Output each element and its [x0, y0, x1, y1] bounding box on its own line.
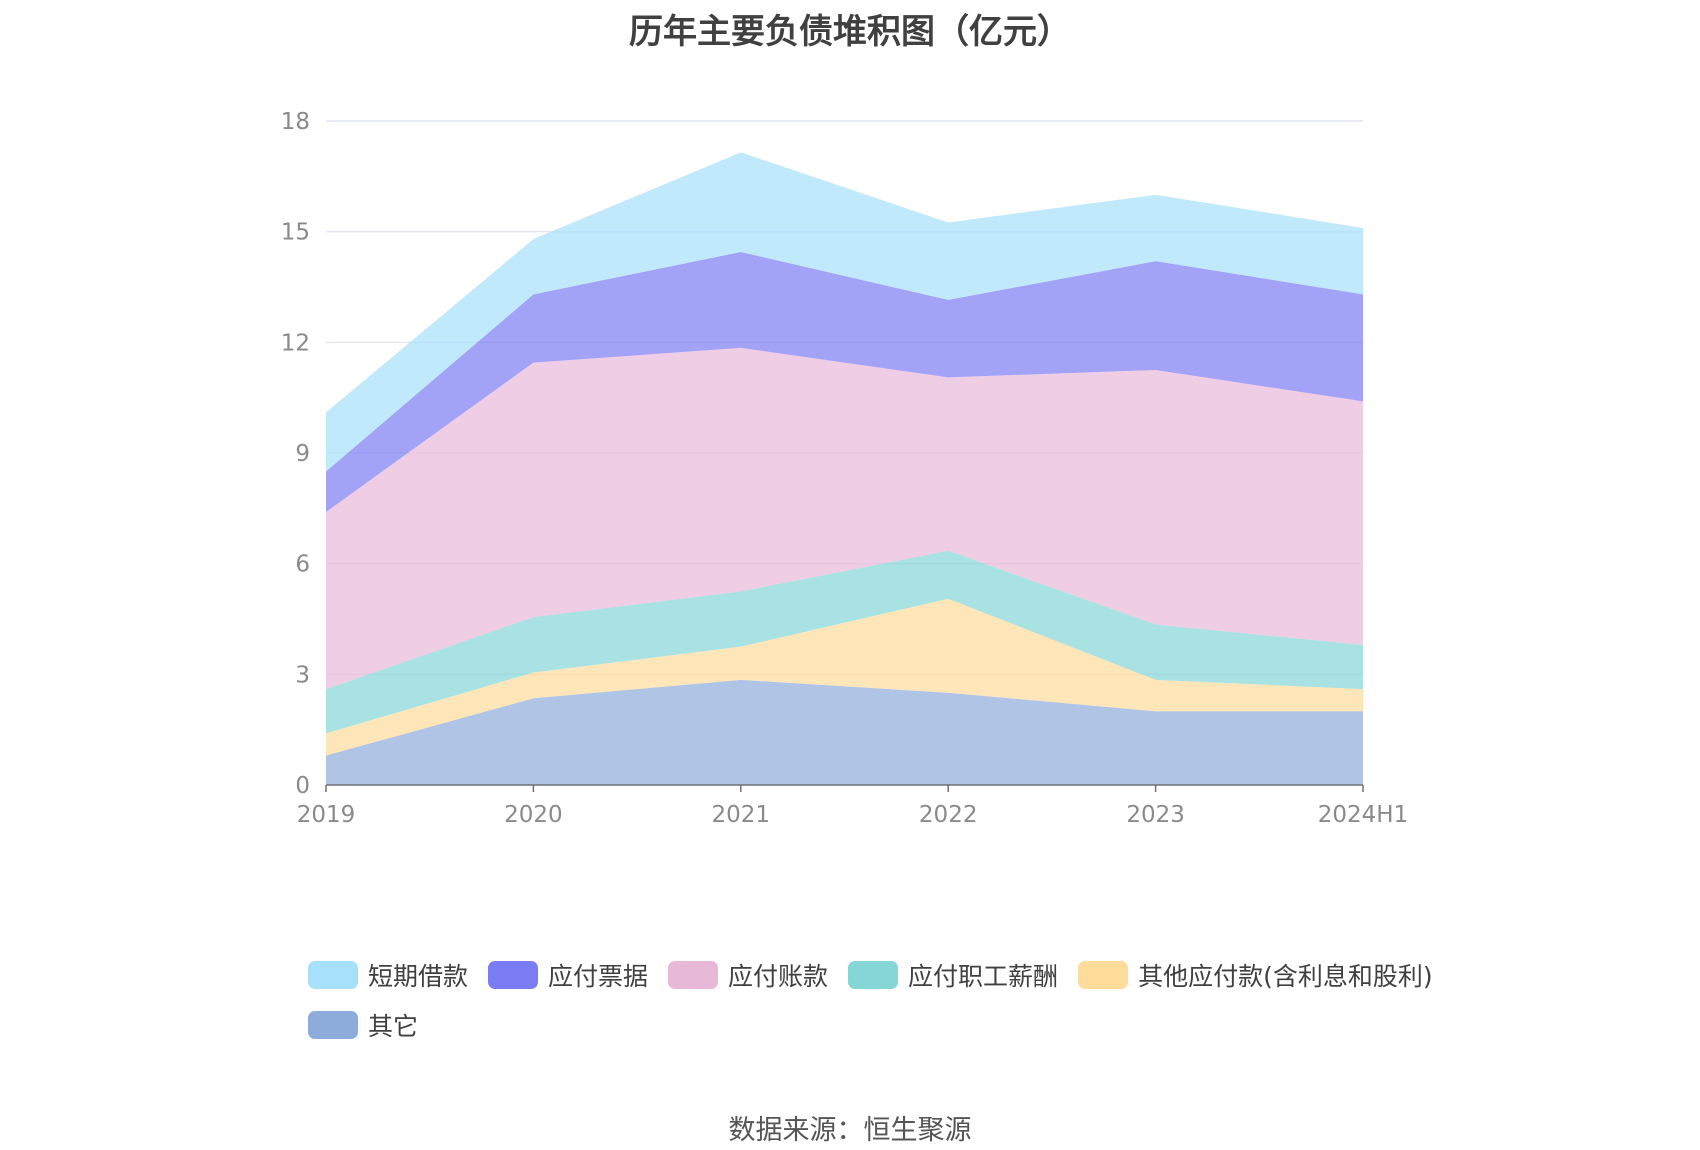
area-series — [326, 152, 1363, 785]
data-source: 数据来源：恒生聚源 — [728, 1115, 972, 1146]
legend-item[interactable]: 其它 — [308, 1000, 418, 1050]
x-tick-label: 2022 — [919, 802, 978, 828]
y-tick-label: 3 — [295, 662, 310, 688]
y-tick-label: 15 — [281, 220, 310, 246]
legend-swatch — [308, 1011, 358, 1039]
legend-swatch — [848, 961, 899, 989]
y-tick-label: 6 — [295, 552, 310, 578]
legend-label: 短期借款 — [368, 962, 469, 991]
y-tick-label: 18 — [281, 109, 310, 135]
chart-title: 历年主要负债堆积图（亿元） — [629, 12, 1071, 52]
legend-label: 应付票据 — [548, 962, 649, 991]
legend-label: 其它 — [368, 1012, 419, 1041]
y-tick-label: 0 — [295, 773, 310, 799]
x-tick-label: 2020 — [504, 802, 563, 828]
legend: 短期借款 应付票据 应付账款 应付职工薪酬 其他应付款(含利息和股利) 其它 — [308, 950, 1458, 1050]
legend-item[interactable]: 短期借款 — [308, 950, 468, 1000]
x-tick-label: 2019 — [297, 802, 356, 828]
x-tick-label: 2021 — [712, 802, 771, 828]
area-series-0 — [326, 679, 1363, 785]
axes: 0 3 6 9 12 15 18 2019 2020 2021 2022 2023 2024H1 — [281, 109, 1409, 828]
area-series-5 — [326, 152, 1363, 472]
legend-item[interactable]: 应付账款 — [668, 950, 828, 1000]
legend-swatch — [1078, 961, 1129, 989]
area-series-4 — [326, 251, 1363, 513]
legend-swatch — [668, 961, 719, 989]
x-tick-label: 2023 — [1126, 802, 1185, 828]
stacked-area-chart: 0 3 6 9 12 15 18 2019 2020 2021 2022 2023 2024H1 — [281, 109, 1409, 828]
y-tick-label: 12 — [281, 330, 310, 356]
legend-label: 应付账款 — [728, 962, 829, 991]
legend-item[interactable]: 应付票据 — [488, 950, 648, 1000]
legend-item[interactable]: 应付职工薪酬 — [848, 950, 1058, 1000]
x-tick-label: 2024H1 — [1318, 802, 1408, 828]
legend-swatch — [308, 961, 358, 989]
area-series-3 — [326, 347, 1363, 690]
legend-label: 其他应付款(含利息和股利) — [1138, 962, 1433, 991]
legend-item[interactable]: 其他应付款(含利息和股利) — [1078, 950, 1433, 1000]
legend-label: 应付职工薪酬 — [908, 962, 1059, 991]
area-series-1 — [326, 598, 1363, 756]
legend-swatch — [488, 961, 539, 989]
y-tick-label: 9 — [295, 441, 310, 467]
area-series-2 — [326, 550, 1363, 734]
